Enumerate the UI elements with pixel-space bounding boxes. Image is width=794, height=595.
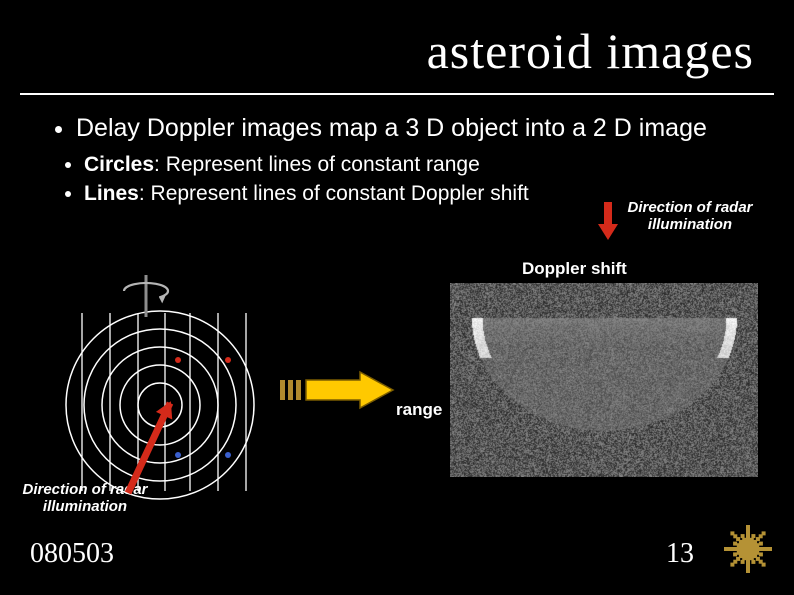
sub-bullet-1: Circles: Represent lines of constant ran… (84, 151, 754, 178)
page-title: asteroid images (427, 22, 754, 80)
title-rule (20, 93, 774, 95)
range-label: range (396, 400, 442, 420)
slide: asteroid images Delay Doppler images map… (0, 0, 794, 595)
sub-bullet-2-term: Lines (84, 182, 139, 205)
bullet-main: Delay Doppler images map a 3 D object in… (76, 112, 754, 145)
page-number: 13 (666, 538, 694, 570)
mapping-arrow-icon (280, 370, 395, 410)
delay-doppler-diagram (50, 275, 270, 495)
bullet-block: Delay Doppler images map a 3 D object in… (48, 112, 754, 209)
sub-bullet-2-rest: : Represent lines of constant Doppler sh… (139, 182, 529, 205)
sub-bullet-1-rest: : Represent lines of constant range (154, 153, 480, 176)
radar-image-panel (450, 283, 758, 477)
doppler-shift-label: Doppler shift (522, 259, 627, 279)
corner-logo-icon (720, 521, 776, 577)
sub-bullet-1-term: Circles (84, 153, 154, 176)
radar-direction-label-top: Direction of radar illumination (615, 200, 765, 233)
date-code: 080503 (30, 538, 114, 570)
